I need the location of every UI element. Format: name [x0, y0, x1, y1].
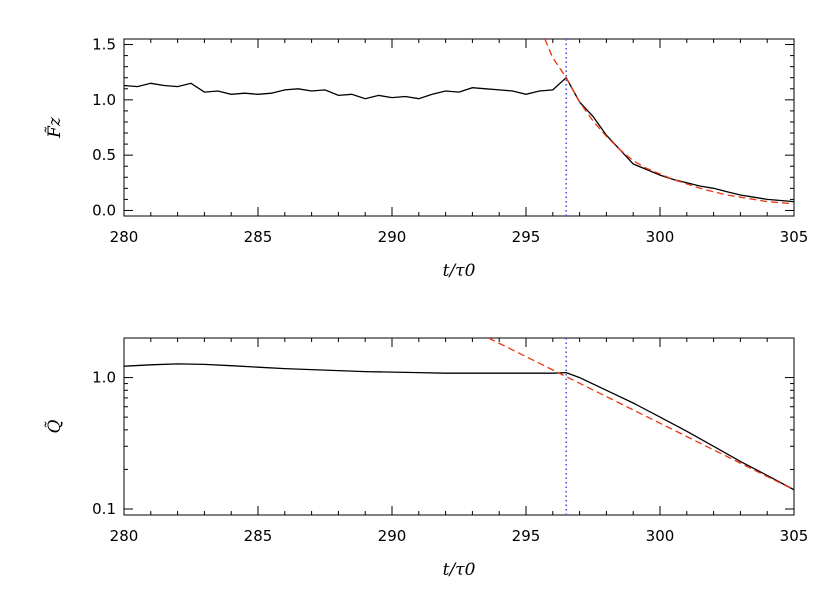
chart-1-x-tick-label: 285 — [244, 527, 273, 545]
chart-1-x-tick-label: 295 — [512, 527, 541, 545]
chart-1-data-line — [124, 363, 794, 491]
chart-1-fit-line — [488, 338, 794, 491]
chart-0-y-tick-label: 0.5 — [92, 146, 116, 164]
chart-1-x-axis-label: t/τ0 — [443, 560, 476, 580]
chart-1-y-tick-label: 0.1 — [92, 500, 116, 518]
chart-1-x-tick-label: 290 — [378, 527, 407, 545]
chart-0-x-tick-label: 290 — [378, 228, 407, 246]
flux-panel: 280 285 290 295 300 305 0.0 0.5 1.0 1.5 t/τ0 F̃z — [45, 36, 808, 281]
chart-0-y-axis-label: F̃z — [45, 116, 65, 139]
chart-1-y-axis-label: Q̃ — [45, 419, 65, 433]
chart-0-y-tick-label: 0.0 — [92, 201, 116, 219]
chart-1-x-tick-label: 305 — [780, 527, 809, 545]
chart-0-x-tick-label: 300 — [646, 228, 675, 246]
chart-0-plot-frame — [123, 38, 795, 217]
chart-1-plot-frame — [123, 337, 795, 516]
chart-0-y-tick-label: 1.5 — [92, 36, 116, 54]
chart-0-x-tick-label: 280 — [110, 228, 139, 246]
chart-1-x-tick-label: 280 — [110, 527, 139, 545]
chart-0-y-tick-label: 1.0 — [92, 91, 116, 109]
chart-1-y-tick-label: 1.0 — [92, 369, 116, 387]
chart-1-x-tick-label: 300 — [646, 527, 675, 545]
chart-0-x-tick-label: 285 — [244, 228, 273, 246]
chart-0-data-line — [124, 76, 794, 203]
chart-0-x-axis-label: t/τ0 — [443, 261, 476, 281]
chart-0-x-tick-label: 295 — [512, 228, 541, 246]
chart-0-x-tick-label: 305 — [780, 228, 809, 246]
q-panel: 280 285 290 295 300 305 0.1 1.0 t/τ0 Q̃ — [45, 337, 809, 580]
chart-0-fit-line — [544, 39, 794, 205]
